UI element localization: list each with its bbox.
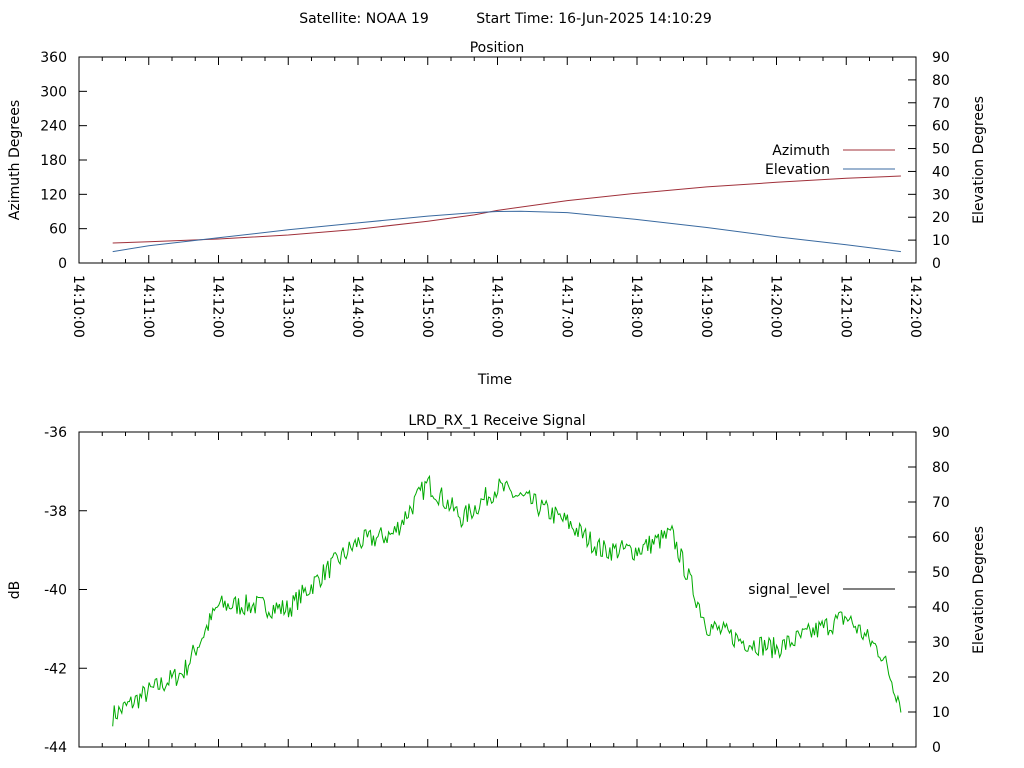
y2-tick-label: 0	[932, 256, 941, 272]
y2-tick-label: 30	[932, 635, 950, 651]
position-x-axis-ticks: 14:10:00 14:11:00 14:12:00 14:13:00 14:14:00…	[70, 57, 923, 338]
y-tick-label: 120	[40, 187, 67, 203]
y-tick-label: 240	[40, 119, 67, 135]
y2-tick-label: 70	[932, 495, 950, 511]
y2-tick-label: 90	[932, 425, 950, 441]
position-series	[112, 175, 901, 253]
signal-legend: signal_level	[748, 582, 895, 598]
x-tick-label: 14:19:00	[698, 275, 714, 338]
y2-tick-label: 80	[932, 460, 950, 476]
start-time-label: Start Time: 16-Jun-2025 14:10:29	[476, 11, 712, 27]
legend-label: signal_level	[748, 582, 830, 598]
signal-y2-axis-label: Elevation Degrees	[971, 526, 987, 654]
x-tick-label: 14:13:00	[279, 275, 295, 338]
position-y2-axis-ticks: 0 10 20 30 40 50 60 70 80 90	[908, 50, 950, 272]
position-x-axis-label: Time	[477, 372, 512, 388]
y2-tick-label: 90	[932, 50, 950, 66]
y2-tick-label: 80	[932, 73, 950, 89]
x-tick-label: 14:17:00	[558, 275, 574, 338]
signal-chart-title: LRD_RX_1 Receive Signal	[408, 413, 585, 429]
y-tick-label: 180	[40, 153, 67, 169]
x-tick-label: 14:21:00	[837, 275, 853, 338]
x-tick-label: 14:16:00	[489, 275, 505, 338]
y-tick-label: -38	[44, 504, 67, 520]
x-tick-label: 14:14:00	[349, 275, 365, 338]
position-plot-frame	[78, 56, 917, 264]
signal-chart: LRD_RX_1 Receive Signal -44-42-40-38-36 …	[7, 413, 987, 756]
position-legend: Azimuth Elevation	[765, 143, 895, 178]
y2-tick-label: 10	[932, 233, 950, 249]
y2-tick-label: 50	[932, 142, 950, 158]
signal-y2-axis-ticks: 0 10 20 30 40 50 60 70 80 90	[908, 425, 950, 756]
position-y-axis-ticks: 0 60 120 180 240 300 360	[40, 50, 87, 272]
signal-y-axis-ticks: -44 -42 -40 -38 -36	[44, 425, 87, 756]
y2-tick-label: 20	[932, 670, 950, 686]
y2-tick-label: 10	[932, 705, 950, 721]
x-tick-label: 14:11:00	[140, 275, 156, 338]
y2-tick-label: 40	[932, 600, 950, 616]
satellite-label: Satellite: NOAA 19	[299, 11, 429, 27]
y-tick-label: 300	[40, 84, 67, 100]
signal-y-axis-label: dB	[7, 581, 23, 600]
signal-series	[112, 474, 902, 727]
y-tick-label: -42	[44, 661, 67, 677]
y2-tick-label: 60	[932, 119, 950, 135]
y-tick-label: -44	[44, 740, 67, 756]
y-tick-label: 360	[40, 50, 67, 66]
x-tick-label: 14:12:00	[210, 275, 226, 338]
x-tick-label: 14:20:00	[768, 275, 784, 338]
x-tick-label: 14:15:00	[419, 275, 435, 338]
position-chart: Position 14:10:00 14:11:00 14:12:00 14:13:0…	[7, 40, 987, 388]
signal-x-axis-ticks	[78, 432, 917, 747]
y-tick-label: 60	[49, 222, 67, 238]
y-tick-label: 0	[58, 256, 67, 272]
y2-tick-label: 40	[932, 164, 950, 180]
y2-tick-label: 70	[932, 96, 950, 112]
legend-label: Elevation	[765, 162, 830, 178]
y2-tick-label: 20	[932, 210, 950, 226]
legend-label: Azimuth	[772, 143, 830, 159]
y-tick-label: -36	[44, 425, 67, 441]
y2-tick-label: 50	[932, 565, 950, 581]
y2-tick-label: 0	[932, 740, 941, 756]
y-tick-label: -40	[44, 583, 67, 599]
x-tick-label: 14:10:00	[70, 275, 86, 338]
position-series-line	[112, 210, 901, 253]
signal-series-line	[112, 474, 902, 727]
position-y-axis-label: Azimuth Degrees	[7, 100, 23, 220]
y2-tick-label: 60	[932, 530, 950, 546]
position-y2-axis-label: Elevation Degrees	[971, 96, 987, 224]
x-tick-label: 14:18:00	[628, 275, 644, 338]
x-tick-label: 14:22:00	[907, 275, 923, 338]
position-chart-title: Position	[470, 40, 525, 56]
y2-tick-label: 30	[932, 187, 950, 203]
position-series-line	[112, 175, 901, 244]
